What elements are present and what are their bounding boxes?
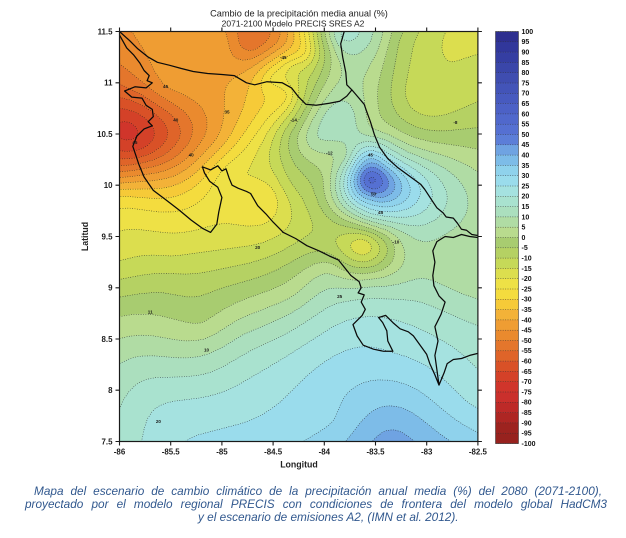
svg-text:40: 40	[173, 118, 179, 123]
svg-text:45: 45	[132, 140, 138, 145]
svg-text:-84: -84	[319, 448, 331, 457]
svg-text:11: 11	[104, 79, 113, 88]
svg-text:Latitud: Latitud	[80, 222, 90, 251]
svg-text:-85.5: -85.5	[162, 448, 181, 457]
svg-text:5: 5	[522, 225, 526, 232]
svg-text:-100: -100	[522, 441, 536, 448]
svg-text:-14: -14	[290, 118, 297, 123]
svg-text:-15: -15	[522, 266, 532, 273]
svg-text:-80: -80	[522, 400, 532, 407]
svg-text:-90: -90	[522, 420, 532, 427]
svg-text:40: 40	[522, 153, 530, 160]
svg-text:10: 10	[104, 181, 113, 190]
svg-text:60: 60	[522, 111, 530, 118]
svg-text:-83.5: -83.5	[367, 448, 386, 457]
svg-text:50: 50	[371, 192, 377, 197]
svg-text:-85: -85	[216, 448, 228, 457]
svg-text:90: 90	[522, 50, 530, 57]
svg-text:10: 10	[204, 347, 210, 352]
svg-text:70: 70	[522, 91, 530, 98]
svg-text:-45: -45	[280, 55, 287, 60]
svg-text:95: 95	[522, 39, 530, 46]
svg-text:-10: -10	[522, 256, 532, 263]
svg-text:-30: -30	[522, 297, 532, 304]
svg-text:-35: -35	[522, 307, 532, 314]
svg-text:10.5: 10.5	[97, 130, 113, 139]
svg-text:10: 10	[522, 214, 530, 221]
svg-text:-82.5: -82.5	[469, 448, 488, 457]
svg-text:65: 65	[522, 101, 530, 108]
svg-text:40: 40	[189, 153, 195, 158]
svg-text:100: 100	[522, 29, 534, 36]
svg-text:45: 45	[522, 142, 530, 149]
svg-text:-95: -95	[522, 431, 532, 438]
svg-text:Cambio de la precipitación med: Cambio de la precipitación media anual (…	[210, 9, 388, 19]
svg-text:-12: -12	[326, 151, 333, 156]
svg-text:9: 9	[108, 284, 113, 293]
svg-text:-20: -20	[522, 276, 532, 283]
svg-text:-86: -86	[114, 448, 126, 457]
svg-text:-60: -60	[522, 359, 532, 366]
svg-text:25: 25	[337, 294, 343, 299]
svg-text:45: 45	[368, 153, 374, 158]
svg-text:15: 15	[522, 204, 530, 211]
svg-text:-40: -40	[522, 317, 532, 324]
svg-text:45: 45	[163, 84, 169, 89]
svg-text:8: 8	[108, 386, 113, 395]
svg-text:11: 11	[148, 309, 153, 314]
svg-text:-8: -8	[453, 120, 458, 125]
svg-text:-85: -85	[522, 410, 532, 417]
svg-text:-10: -10	[393, 240, 400, 245]
svg-text:20: 20	[255, 245, 261, 250]
svg-text:85: 85	[522, 60, 530, 67]
svg-text:20: 20	[522, 194, 530, 201]
svg-text:-25: -25	[522, 286, 532, 293]
svg-text:-70: -70	[522, 379, 532, 386]
svg-text:-65: -65	[522, 369, 532, 376]
svg-text:-55: -55	[522, 348, 532, 355]
svg-text:-83: -83	[421, 448, 433, 457]
svg-text:0: 0	[522, 235, 526, 242]
svg-text:-5: -5	[522, 245, 528, 252]
svg-text:80: 80	[522, 70, 530, 77]
svg-text:35: 35	[224, 110, 230, 115]
svg-text:35: 35	[522, 163, 530, 170]
svg-text:-75: -75	[522, 389, 532, 396]
svg-text:7.5: 7.5	[102, 437, 114, 446]
svg-text:2071-2100 Modelo PRECIS SRES A: 2071-2100 Modelo PRECIS SRES A2	[222, 19, 365, 29]
svg-text:50: 50	[522, 132, 530, 139]
svg-text:Longitud: Longitud	[280, 459, 318, 469]
svg-text:20: 20	[156, 419, 162, 424]
svg-text:9.5: 9.5	[102, 232, 114, 241]
svg-text:-45: -45	[522, 328, 532, 335]
svg-text:45: 45	[378, 210, 384, 215]
svg-text:-84.5: -84.5	[264, 448, 283, 457]
svg-text:8.5: 8.5	[102, 335, 114, 344]
svg-text:-50: -50	[522, 338, 532, 345]
svg-text:75: 75	[522, 80, 530, 87]
svg-text:25: 25	[522, 183, 530, 190]
svg-text:55: 55	[522, 122, 530, 129]
svg-text:11.5: 11.5	[98, 27, 114, 36]
svg-text:30: 30	[522, 173, 530, 180]
